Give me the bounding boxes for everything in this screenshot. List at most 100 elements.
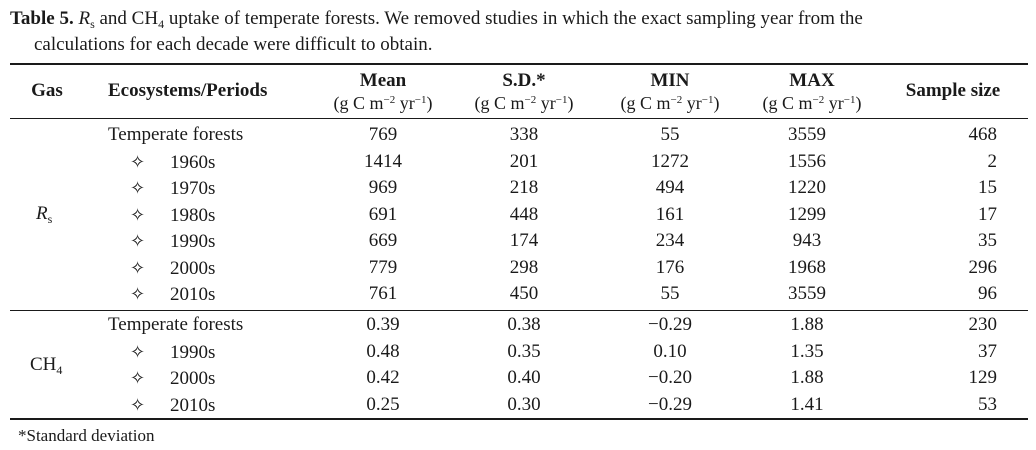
group-divider-rule xyxy=(10,310,1028,311)
cell-n: 37 xyxy=(978,340,997,362)
cell-sd: 298 xyxy=(509,256,539,278)
header-mean: Mean (g C m−2 yr−1) xyxy=(318,70,448,114)
row-label: ✧ 2000s xyxy=(130,368,216,389)
cell-max: 3559 xyxy=(788,124,826,145)
header-sd: S.D.* (g C m−2 yr−1) xyxy=(459,70,589,114)
row-label: ✧ 1980s xyxy=(130,204,216,226)
cell-mean: 769 xyxy=(368,124,398,145)
cell-mean: 691 xyxy=(368,203,398,225)
cell-min: 234 xyxy=(655,230,685,251)
subperiod-marker-icon: ✧ xyxy=(130,341,146,362)
caption-text-a: and CH xyxy=(94,8,159,29)
subperiod-marker-icon: ✧ xyxy=(130,257,146,278)
cell-min: −0.20 xyxy=(648,367,692,388)
row-label: ✧ 2000s xyxy=(130,257,216,279)
cell-min: −0.29 xyxy=(648,393,692,415)
cell-max: 1968 xyxy=(788,256,826,278)
cell-n: 53 xyxy=(978,393,997,415)
subperiod-marker-icon: ✧ xyxy=(130,204,146,225)
cell-mean: 1414 xyxy=(364,150,402,172)
cell-mean: 761 xyxy=(368,283,398,304)
cell-mean: 669 xyxy=(368,230,398,251)
header-max: MAX (g C m−2 yr−1) xyxy=(747,70,877,114)
cell-n: 2 xyxy=(987,150,998,172)
header-sample-size: Sample size xyxy=(905,80,1001,101)
gas-ch4-label: CH4 xyxy=(30,354,63,377)
row-label: ✧ 1990s xyxy=(130,341,216,363)
table-top-rule xyxy=(10,63,1028,65)
cell-mean: 779 xyxy=(368,256,398,278)
cell-mean: 0.39 xyxy=(366,314,400,335)
header-bottom-rule xyxy=(10,118,1028,119)
cell-min: 55 xyxy=(660,124,680,145)
cell-max: 1220 xyxy=(788,177,826,198)
cell-max: 1299 xyxy=(788,203,826,225)
cell-sd: 450 xyxy=(509,283,539,304)
caption-ch4-subscript: 4 xyxy=(158,17,165,31)
row-label: Temperate forests xyxy=(108,314,244,335)
cell-min: 176 xyxy=(655,256,685,278)
header-max-unit: (g C m−2 yr−1) xyxy=(762,93,862,113)
gas-rs-label: Rs xyxy=(36,203,53,226)
table-bottom-rule xyxy=(10,418,1028,420)
row-label: ✧ 2010s xyxy=(130,394,216,416)
cell-n: 17 xyxy=(978,203,997,225)
subperiod-marker-icon: ✧ xyxy=(130,394,146,415)
cell-n: 468 xyxy=(968,124,998,145)
cell-max: 1556 xyxy=(788,150,826,172)
header-ecosystems: Ecosystems/Periods xyxy=(108,80,268,101)
cell-mean: 0.42 xyxy=(366,367,400,388)
footnote: *Standard deviation xyxy=(18,426,155,445)
cell-sd: 0.38 xyxy=(507,314,541,335)
cell-min: 0.10 xyxy=(653,340,687,362)
caption-text-c: calculations for each decade were diffic… xyxy=(34,34,433,55)
caption-text-b: uptake of temperate forests. We removed … xyxy=(164,8,863,29)
caption-label: Table 5. xyxy=(10,8,74,29)
cell-sd: 448 xyxy=(509,203,539,225)
cell-max: 943 xyxy=(792,230,822,251)
row-label: Temperate forests xyxy=(108,124,244,145)
caption-rs-symbol: R xyxy=(78,8,91,29)
header-min: MIN (g C m−2 yr−1) xyxy=(605,70,735,114)
header-sd-unit: (g C m−2 yr−1) xyxy=(474,93,574,113)
cell-n: 35 xyxy=(978,230,997,251)
cell-sd: 0.35 xyxy=(507,340,541,362)
cell-sd: 201 xyxy=(509,150,539,172)
cell-max: 1.88 xyxy=(790,367,824,388)
cell-min: −0.29 xyxy=(648,314,692,335)
header-mean-unit: (g C m−2 yr−1) xyxy=(333,93,433,113)
cell-sd: 338 xyxy=(509,124,539,145)
cell-sd: 0.40 xyxy=(507,367,541,388)
cell-n: 296 xyxy=(968,256,998,278)
cell-mean: 969 xyxy=(368,177,398,198)
row-label: ✧ 1960s xyxy=(130,151,216,173)
cell-sd: 174 xyxy=(509,230,539,251)
cell-min: 55 xyxy=(660,283,680,304)
cell-max: 3559 xyxy=(788,283,826,304)
subperiod-marker-icon: ✧ xyxy=(130,178,146,198)
cell-sd: 218 xyxy=(509,177,539,198)
header-gas: Gas xyxy=(31,80,63,101)
subperiod-marker-icon: ✧ xyxy=(130,284,146,304)
row-label: ✧ 1990s xyxy=(130,231,216,252)
cell-max: 1.41 xyxy=(790,393,824,415)
cell-n: 15 xyxy=(978,177,997,198)
cell-sd: 0.30 xyxy=(507,393,541,415)
cell-min: 161 xyxy=(655,203,685,225)
table-caption: Table 5. Rs and CH4 uptake of temperate … xyxy=(10,6,1028,58)
cell-mean: 0.48 xyxy=(366,340,400,362)
cell-n: 96 xyxy=(978,283,997,304)
cell-min: 1272 xyxy=(651,150,689,172)
cell-min: 494 xyxy=(655,177,685,198)
row-label: ✧ 2010s xyxy=(130,284,216,305)
cell-mean: 0.25 xyxy=(366,393,400,415)
row-label: ✧ 1970s xyxy=(130,178,216,199)
cell-max: 1.35 xyxy=(790,340,824,362)
subperiod-marker-icon: ✧ xyxy=(130,368,146,388)
cell-n: 129 xyxy=(968,367,998,388)
caption-rs-subscript: s xyxy=(90,17,95,31)
cell-max: 1.88 xyxy=(790,314,824,335)
cell-n: 230 xyxy=(968,314,998,335)
subperiod-marker-icon: ✧ xyxy=(130,151,146,172)
subperiod-marker-icon: ✧ xyxy=(130,231,146,251)
